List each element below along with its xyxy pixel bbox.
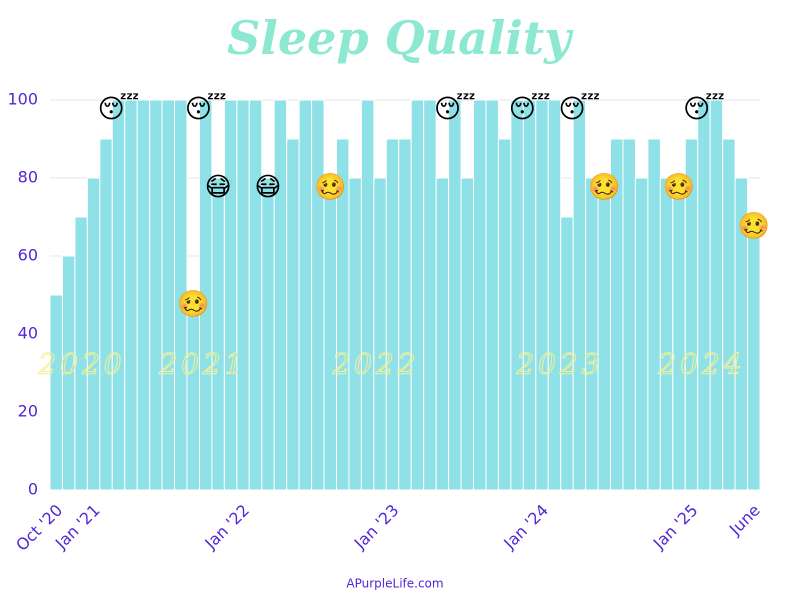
- emoji-marker: 😴: [434, 93, 476, 125]
- emoji-marker: 😴: [509, 93, 551, 125]
- bar: [497, 138, 512, 491]
- bar: [448, 99, 462, 491]
- y-tick-label: 80: [18, 168, 38, 187]
- bar: [535, 99, 549, 491]
- bar: [261, 177, 275, 491]
- bar: [161, 99, 176, 491]
- bar: [709, 99, 724, 491]
- bar: [273, 99, 288, 491]
- bar: [659, 177, 674, 491]
- emoji-marker: 😷: [205, 173, 232, 203]
- x-tick-label: June: [725, 501, 764, 540]
- bar: [510, 99, 524, 491]
- bar: [585, 177, 599, 491]
- emoji-marker: 😴: [683, 93, 725, 125]
- x-tick-label: Jan '22: [200, 501, 253, 554]
- bar: [99, 138, 113, 491]
- bar: [124, 99, 138, 491]
- bar: [522, 99, 537, 491]
- bar: [298, 99, 313, 491]
- chart-title: Sleep Quality: [227, 11, 574, 65]
- y-tick-label: 100: [7, 90, 38, 109]
- source-label: APurpleLife.com: [346, 577, 443, 591]
- emoji-marker: 😴: [98, 93, 140, 125]
- bar: [248, 99, 263, 491]
- bar: [236, 99, 250, 491]
- bar: [323, 177, 337, 491]
- emoji-marker: 😷: [254, 173, 281, 203]
- emoji-marker: 🥴: [177, 290, 209, 320]
- bar: [547, 99, 562, 491]
- bar: [597, 177, 612, 491]
- year-annotation: 2020: [37, 348, 125, 381]
- y-tick-label: 40: [18, 324, 38, 343]
- bar: [697, 99, 711, 491]
- bar: [647, 138, 661, 491]
- bar: [49, 294, 63, 491]
- bar: [435, 177, 450, 491]
- bar: [385, 138, 400, 491]
- emoji-marker: 😴: [559, 93, 601, 125]
- bar: [485, 99, 499, 491]
- bar: [111, 99, 126, 491]
- bar: [473, 99, 487, 491]
- bar: [348, 177, 362, 491]
- emoji-marker: 🥴: [588, 173, 620, 203]
- bar: [460, 177, 475, 491]
- bar: [286, 138, 300, 491]
- y-tick-label: 0: [28, 480, 38, 499]
- bar: [223, 99, 238, 491]
- year-annotation: 2023: [515, 348, 603, 381]
- x-tick-label: Jan '25: [649, 501, 702, 554]
- bar: [672, 177, 686, 491]
- x-tick-label: Jan '24: [499, 501, 552, 554]
- year-annotation: 2024: [657, 348, 745, 381]
- emoji-marker: 😴: [185, 93, 227, 125]
- bar: [423, 99, 437, 491]
- bar: [186, 294, 200, 491]
- bar: [360, 99, 375, 491]
- bar: [311, 99, 325, 491]
- x-tick-label: Jan '23: [350, 501, 403, 554]
- bar: [634, 177, 649, 491]
- bar: [572, 99, 587, 491]
- bar: [722, 138, 736, 491]
- y-tick-label: 20: [18, 402, 38, 421]
- bar: [622, 138, 636, 491]
- bar: [211, 177, 225, 491]
- bar: [86, 177, 101, 491]
- bar: [149, 99, 163, 491]
- emoji-marker: 🥴: [738, 212, 770, 242]
- y-tick-label: 60: [18, 246, 38, 265]
- year-annotation: 2021: [158, 348, 246, 381]
- year-annotation: 2022: [331, 348, 419, 381]
- emoji-marker: 🥴: [314, 173, 346, 203]
- bar: [410, 99, 425, 491]
- emoji-marker: 🥴: [663, 173, 695, 203]
- bar: [398, 138, 412, 491]
- bar: [373, 177, 387, 491]
- bar: [747, 216, 761, 491]
- bar: [136, 99, 151, 491]
